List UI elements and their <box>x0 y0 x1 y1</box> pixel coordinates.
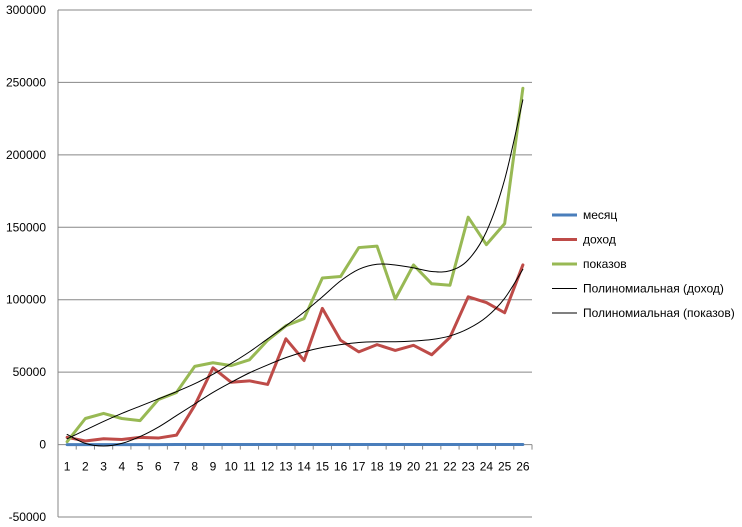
y-tick-label: 0 <box>39 438 46 452</box>
x-tick-label: 19 <box>389 460 403 474</box>
y-tick-label: 150000 <box>6 220 46 234</box>
x-tick-label: 13 <box>279 460 293 474</box>
y-tick-label: -50000 <box>9 510 47 524</box>
x-tick-label: 23 <box>462 460 476 474</box>
legend-label: Полиномиальная (показов) <box>583 306 735 320</box>
legend-label: доход <box>583 233 616 247</box>
x-tick-label: 2 <box>82 460 89 474</box>
x-axis-tick-labels: 1 2 3 4 5 6 7 8 9 10 11 12 13 14 15 16 17 18 19 20 21 22 23 24 2… <box>57 444 533 474</box>
x-tick-label: 3 <box>100 460 107 474</box>
series-lines <box>65 86 525 447</box>
legend-label: Полиномиальная (доход) <box>583 282 724 296</box>
x-tick-label: 15 <box>316 460 330 474</box>
series-line-1 <box>65 263 525 443</box>
x-tick-label: 9 <box>210 460 217 474</box>
series-line-3 <box>66 268 524 447</box>
x-tick-label: 5 <box>137 460 144 474</box>
x-tick-label: 24 <box>480 460 494 474</box>
x-tick-label: 21 <box>425 460 439 474</box>
x-tick-label: 8 <box>191 460 198 474</box>
x-tick-label: 17 <box>352 460 366 474</box>
y-tick-label: 300000 <box>6 3 46 17</box>
y-tick-label: 200000 <box>6 148 46 162</box>
x-tick-label: 22 <box>443 460 457 474</box>
x-tick-label: 12 <box>261 460 275 474</box>
y-tick-label: 250000 <box>6 75 46 89</box>
x-tick-label: 10 <box>225 460 239 474</box>
x-tick-label: 4 <box>118 460 125 474</box>
x-tick-label: 20 <box>407 460 421 474</box>
x-tick-label: 18 <box>370 460 384 474</box>
legend-label: показов <box>583 257 627 271</box>
x-tick-label: 14 <box>297 460 311 474</box>
x-tick-label: 25 <box>498 460 512 474</box>
legend: месяц доход показов Полиномиальная (доход) П… <box>552 208 735 320</box>
y-tick-label: 50000 <box>13 365 47 379</box>
series-line-4 <box>66 99 524 440</box>
x-tick-label: 11 <box>243 460 256 474</box>
y-tick-label: 100000 <box>6 293 46 307</box>
x-tick-label: 16 <box>334 460 348 474</box>
x-tick-label: 7 <box>173 460 180 474</box>
x-tick-label: 6 <box>155 460 162 474</box>
legend-label: месяц <box>583 208 617 222</box>
x-tick-label: 1 <box>64 460 71 474</box>
series-line-2 <box>65 86 525 444</box>
x-tick-label: 26 <box>516 460 530 474</box>
y-axis-tick-labels: -50000 0 50000 100000 150000 200000 250000 3000… <box>6 3 46 524</box>
